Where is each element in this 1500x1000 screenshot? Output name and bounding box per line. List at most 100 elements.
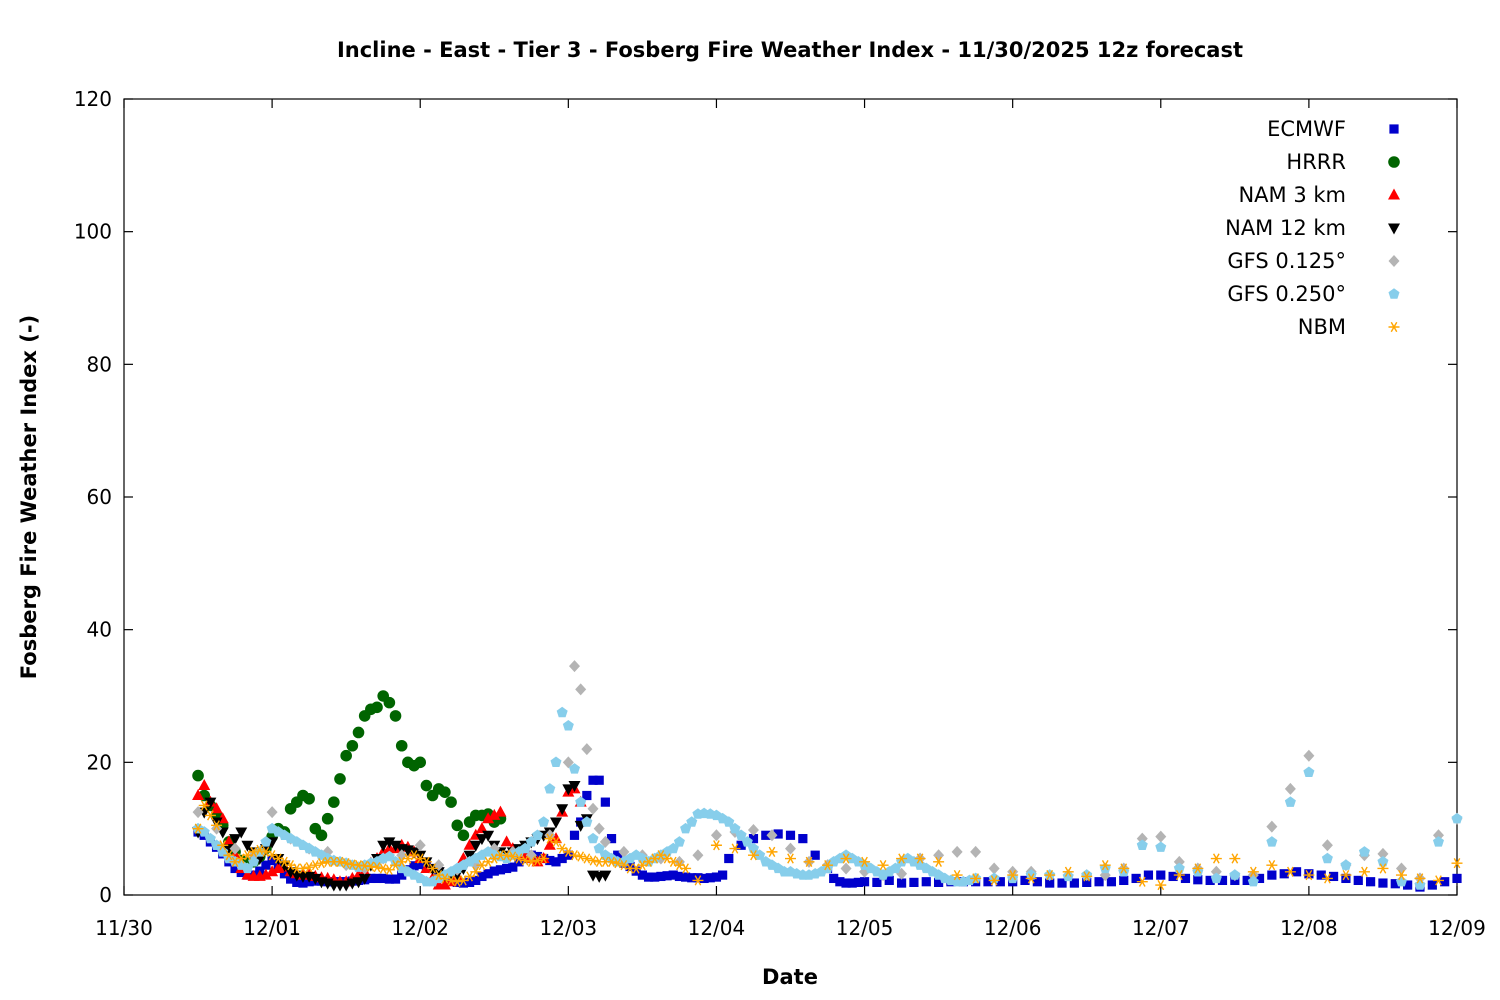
- data-point: [1155, 830, 1167, 843]
- data-point: [1155, 879, 1167, 891]
- data-point: [884, 875, 894, 886]
- y-tick-label: 80: [87, 352, 112, 376]
- data-point: [507, 851, 519, 862]
- data-point: [581, 743, 593, 756]
- data-point: [414, 850, 427, 862]
- data-point: [1205, 875, 1215, 886]
- data-point: [1284, 866, 1296, 877]
- data-point: [1414, 873, 1426, 884]
- data-point: [259, 844, 272, 856]
- data-point: [1451, 812, 1463, 824]
- data-point: [420, 856, 432, 867]
- data-point: [334, 773, 346, 785]
- data-point: [859, 856, 871, 867]
- data-point: [933, 849, 945, 862]
- data-point: [458, 878, 469, 888]
- data-point: [525, 856, 537, 867]
- data-point: [1156, 870, 1166, 880]
- data-point: [1291, 867, 1302, 877]
- data-point: [266, 865, 279, 877]
- data-point: [415, 859, 425, 870]
- data-point: [951, 845, 963, 858]
- data-point: [933, 856, 945, 867]
- data-point: [217, 840, 229, 851]
- data-point: [1284, 782, 1296, 795]
- data-point: [303, 862, 315, 873]
- data-point: [408, 847, 421, 859]
- data-point: [1007, 869, 1019, 881]
- data-point: [705, 873, 715, 883]
- data-point: [334, 856, 346, 867]
- data-point: [489, 866, 499, 876]
- data-point: [810, 850, 820, 860]
- data-point: [1081, 871, 1093, 882]
- x-tick-label: 12/08: [1280, 916, 1338, 940]
- data-point: [841, 878, 851, 888]
- legend-label: ECMWF: [1267, 117, 1346, 141]
- data-point: [988, 862, 1000, 875]
- data-point: [279, 869, 290, 879]
- x-tick-label: 12/09: [1428, 916, 1486, 940]
- data-point: [383, 696, 396, 709]
- data-point: [1321, 873, 1333, 884]
- x-axis: 11/30 12/01 12/02 12/03 12/04 12/05 12/06 12/07…: [95, 99, 1486, 940]
- data-point: [1366, 877, 1376, 887]
- data-point: [1217, 875, 1228, 886]
- data-point: [1316, 870, 1326, 880]
- y-tick-label: 120: [74, 87, 112, 111]
- data-point: [1062, 870, 1074, 882]
- data-point: [309, 860, 321, 871]
- data-point: [457, 829, 470, 842]
- data-point: [414, 839, 426, 852]
- data-point: [877, 860, 889, 871]
- data-point: [211, 820, 223, 831]
- data-point: [1353, 875, 1363, 886]
- data-point: [482, 812, 495, 824]
- data-point: [538, 816, 550, 827]
- data-point: [914, 853, 926, 864]
- data-point: [545, 855, 555, 866]
- data-point: [298, 878, 308, 888]
- data-point: [198, 800, 210, 811]
- legend-marker: [1388, 288, 1400, 299]
- data-point: [568, 781, 581, 793]
- data-point: [1303, 749, 1315, 762]
- series-ecmwf: [193, 775, 1462, 892]
- data-point: [488, 808, 501, 820]
- data-point: [259, 868, 272, 880]
- data-point: [699, 873, 709, 884]
- legend-label: NBM: [1298, 315, 1346, 339]
- data-point: [235, 827, 248, 839]
- data-point: [1279, 869, 1289, 879]
- data-point: [1057, 878, 1067, 888]
- legend-marker: [1388, 223, 1400, 235]
- data-point: [204, 797, 217, 809]
- data-point: [1303, 869, 1315, 881]
- data-point: [829, 873, 839, 884]
- data-point: [575, 851, 587, 862]
- data-point: [710, 829, 722, 842]
- data-point: [229, 834, 242, 846]
- data-point: [588, 775, 598, 785]
- series-nbm: [192, 800, 1463, 891]
- data-point: [469, 840, 482, 852]
- legend-label: HRRR: [1286, 150, 1346, 174]
- data-point: [550, 836, 562, 848]
- data-point: [896, 878, 907, 888]
- data-point: [747, 823, 759, 836]
- data-point: [397, 870, 407, 880]
- data-point: [248, 856, 260, 867]
- y-tick-label: 40: [87, 618, 112, 642]
- data-point: [1266, 820, 1278, 833]
- data-point: [1267, 870, 1277, 880]
- data-point: [340, 749, 352, 762]
- data-point: [352, 877, 365, 889]
- data-point: [1136, 839, 1148, 850]
- legend-label: NAM 12 km: [1225, 216, 1346, 240]
- data-point: [389, 710, 402, 722]
- data-point: [785, 842, 796, 855]
- data-point: [502, 863, 512, 874]
- data-point: [384, 874, 394, 884]
- data-point: [650, 872, 660, 882]
- data-point: [1136, 876, 1148, 887]
